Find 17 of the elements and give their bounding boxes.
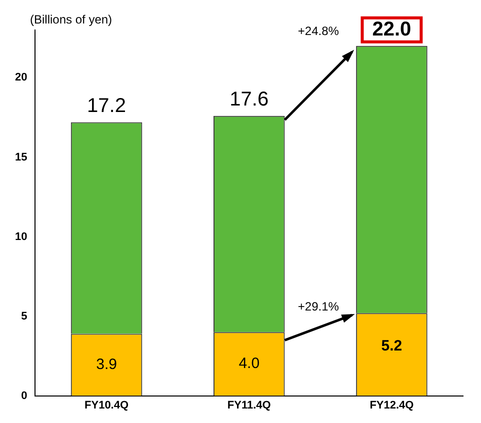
x-tick-label: FY12.4Q — [370, 399, 414, 412]
x-tick-label: FY11.4Q — [227, 399, 272, 412]
annotation: +24.8% — [298, 24, 340, 38]
y-tick-label: 15 — [14, 151, 28, 164]
y-axis-title: (Billions of yen) — [30, 12, 112, 26]
y-tick-label: 0 — [21, 390, 28, 402]
data-label: 3.9 — [96, 356, 117, 373]
data-label: 5.2 — [381, 338, 402, 355]
total-label: 22.0 — [372, 18, 412, 40]
y-tick-label: 10 — [14, 230, 28, 243]
y-tick-label: 5 — [21, 310, 28, 322]
data-label: 4.0 — [238, 355, 260, 372]
total-label: 17.6 — [230, 88, 269, 110]
x-tick-label: FY10.4Q — [84, 399, 129, 412]
y-tick-label: 20 — [14, 72, 28, 84]
annotation: +29.1% — [298, 299, 340, 314]
total-label: 17.2 — [87, 94, 126, 117]
